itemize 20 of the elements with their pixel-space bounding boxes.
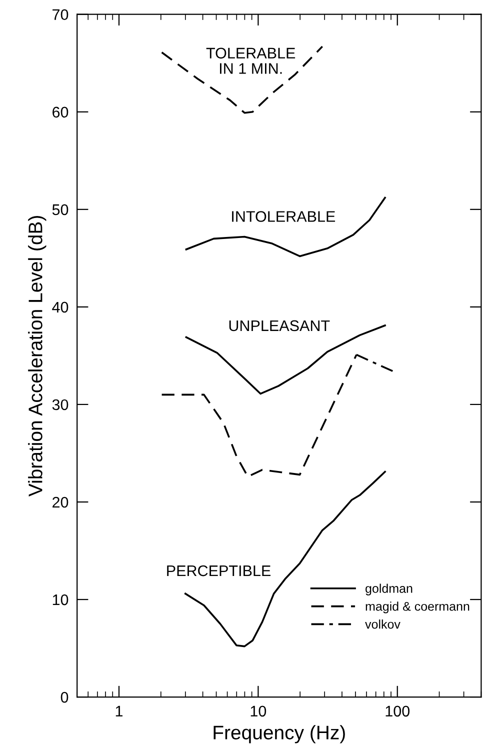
y-tick-label: 60	[52, 106, 68, 118]
x-tick-label: 1	[116, 706, 122, 716]
y-tick-label: 40	[52, 302, 68, 313]
y-tick-label: 20	[52, 496, 68, 508]
y-axis-title: Vibration Acceleration Level (dB)	[28, 216, 46, 496]
x-axis-title: Frequency (Hz)	[214, 725, 345, 744]
x-tick-label: 10	[250, 706, 266, 717]
annotation: PERCEPTIBLE	[167, 565, 271, 576]
y-tick-label: 50	[52, 204, 68, 216]
legend-label: goldman	[366, 584, 412, 596]
y-tick-label: 30	[52, 399, 68, 410]
annotation: INTOLERABLE	[232, 211, 336, 222]
legend-label: volkov	[365, 620, 400, 629]
annotation: UNPLEASANT	[229, 320, 330, 332]
x-tick-label: 100	[386, 706, 410, 717]
annotation: TOLERABLE IN 1 MIN.	[206, 48, 296, 74]
y-tick-label: 10	[52, 594, 68, 606]
y-tick-label: 70	[52, 9, 68, 20]
legend-label: magid & coermann	[366, 602, 470, 614]
y-tick-label: 0	[60, 692, 68, 703]
